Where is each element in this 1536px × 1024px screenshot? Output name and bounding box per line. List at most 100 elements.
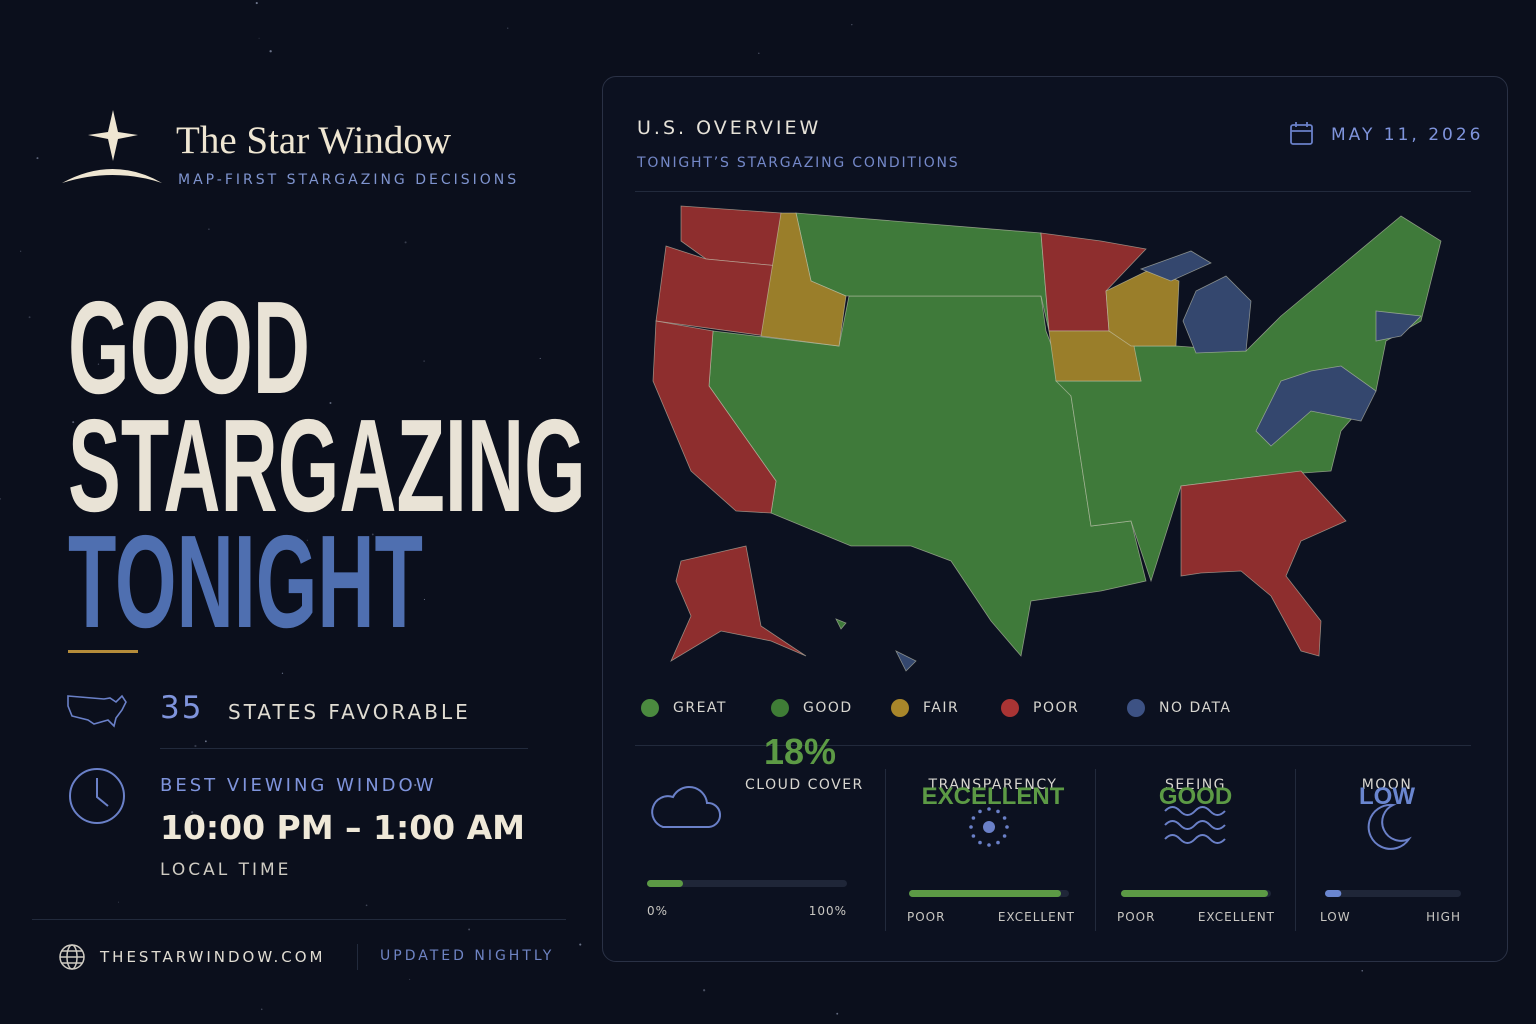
legend-swatch <box>1127 699 1145 717</box>
scale-min: LOW <box>1320 910 1351 924</box>
separator <box>635 191 1471 192</box>
headline-accent: TONIGHT <box>68 508 423 655</box>
site-link[interactable]: THESTARWINDOW.COM <box>100 948 326 966</box>
star <box>423 360 425 362</box>
scale-max: HIGH <box>1426 910 1461 924</box>
star <box>507 27 509 29</box>
star <box>78 377 81 379</box>
star <box>204 740 207 743</box>
star <box>72 421 75 424</box>
metric-icon <box>1164 806 1226 844</box>
metric-label: SEEING <box>1164 777 1227 793</box>
favorable-count: 35 <box>160 690 204 726</box>
star <box>281 672 284 675</box>
separator <box>885 769 886 931</box>
star <box>1361 969 1363 972</box>
star <box>20 250 22 252</box>
separator <box>1095 769 1096 931</box>
metric-label: CLOUD COVER <box>745 777 864 793</box>
star <box>468 928 471 931</box>
meter-fill <box>909 890 1061 897</box>
star <box>36 157 39 160</box>
meter <box>909 890 1069 897</box>
star <box>97 363 100 365</box>
separator <box>357 944 358 970</box>
legend-label: POOR <box>1033 700 1080 716</box>
meter-track <box>647 880 847 887</box>
star <box>258 37 260 39</box>
metric-value: GOOD <box>1158 783 1233 810</box>
meter-fill <box>1121 890 1268 897</box>
meter-track <box>1325 890 1461 897</box>
overview-panel: U.S. OVERVIEW TONIGHT’S STARGAZING CONDI… <box>602 76 1508 962</box>
metric-value: EXCELLENT <box>921 783 1065 810</box>
separator <box>160 748 528 749</box>
star <box>255 1 258 5</box>
star <box>117 901 120 903</box>
metric-label: MOON <box>1361 777 1413 793</box>
globe-icon <box>59 944 85 970</box>
panel-subtitle: TONIGHT’S STARGAZING CONDITIONS <box>637 155 960 171</box>
metric-value: 18% <box>763 731 837 772</box>
separator <box>1295 769 1296 931</box>
calendar-icon <box>1290 122 1313 145</box>
window-label: BEST VIEWING WINDOW <box>160 775 437 796</box>
star <box>836 1012 839 1015</box>
panel-title: U.S. OVERVIEW <box>637 117 822 139</box>
clock-icon <box>69 768 125 824</box>
scale-min: 0% <box>647 904 669 918</box>
metric-icon <box>1367 803 1412 850</box>
star <box>539 357 541 360</box>
star <box>0 498 2 500</box>
star <box>758 52 760 54</box>
divider <box>68 650 138 653</box>
legend-label: FAIR <box>923 700 960 716</box>
star <box>208 228 210 231</box>
us-map <box>652 205 1442 672</box>
meter-fill <box>647 880 683 887</box>
star <box>414 783 417 787</box>
legend-label: NO DATA <box>1159 700 1232 716</box>
star <box>191 811 194 814</box>
scale-max: EXCELLENT <box>997 910 1075 924</box>
star <box>184 453 187 457</box>
meter-fill <box>1325 890 1342 897</box>
star <box>703 989 706 992</box>
star <box>285 310 287 312</box>
headline: GOOD <box>68 274 311 421</box>
scale-min: POOR <box>1117 910 1156 924</box>
metric-label: TRANSPARENCY <box>928 777 1058 793</box>
star <box>371 533 374 536</box>
star <box>194 744 197 748</box>
star <box>306 539 309 542</box>
star <box>423 598 426 601</box>
meter <box>1325 890 1461 897</box>
star <box>269 50 272 53</box>
footer-note: UPDATED NIGHTLY <box>380 948 555 964</box>
star <box>28 316 31 319</box>
scale-min: POOR <box>907 910 946 924</box>
window-note: LOCAL TIME <box>160 860 292 880</box>
metric-icon <box>651 786 721 828</box>
usa-icon <box>67 694 127 728</box>
separator <box>635 745 1471 746</box>
legend-label: GOOD <box>803 700 853 716</box>
scale-max: 100% <box>808 904 847 918</box>
date: MAY 11, 2026 <box>1331 125 1484 145</box>
legend-swatch <box>891 699 909 717</box>
legend-swatch <box>1001 699 1019 717</box>
star <box>77 359 80 361</box>
brand-name: The Star Window <box>176 119 451 162</box>
star <box>260 1008 263 1011</box>
scale-max: EXCELLENT <box>1197 910 1275 924</box>
star <box>365 904 368 907</box>
star <box>404 241 407 244</box>
legend-label: GREAT <box>673 700 727 716</box>
meter <box>1121 890 1271 897</box>
viewing-window: 10:00 PM – 1:00 AM <box>160 808 525 847</box>
legend-swatch <box>771 699 789 717</box>
star <box>409 978 411 980</box>
star <box>851 23 853 26</box>
meter <box>647 880 847 887</box>
